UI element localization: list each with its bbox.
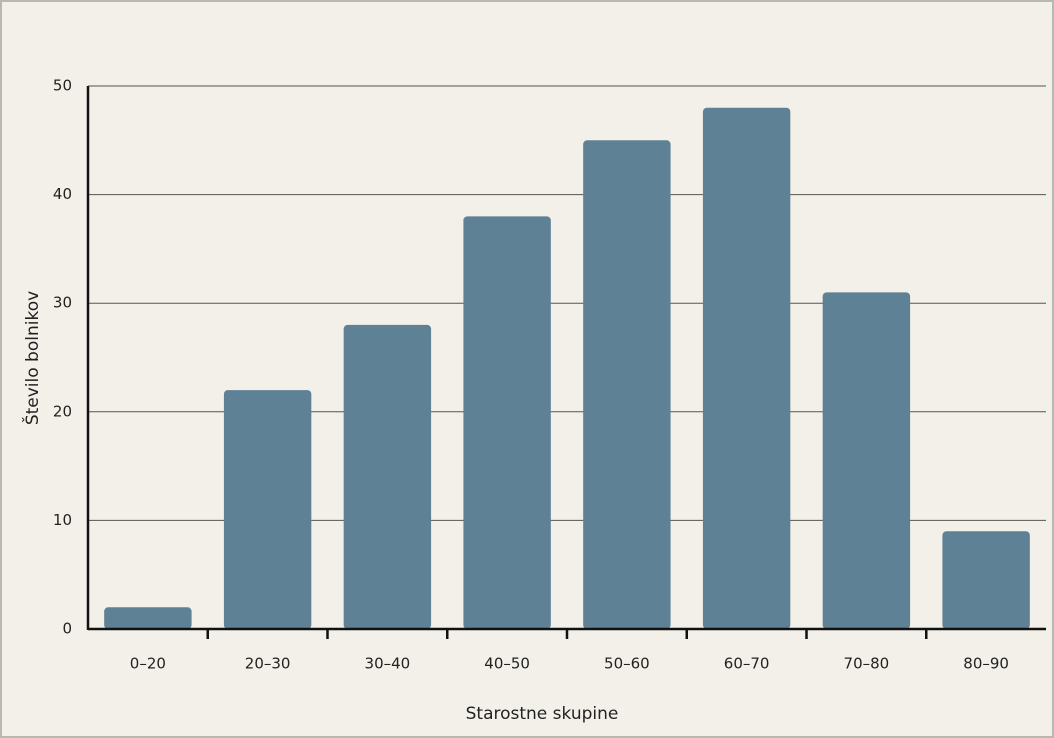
x-tick-label: 20–30 — [245, 655, 291, 673]
x-tick-label: 70–80 — [844, 655, 890, 673]
bar — [942, 531, 1030, 629]
bar — [583, 140, 671, 630]
y-tick-label: 30 — [53, 294, 72, 312]
x-axis-title: Starostne skupine — [466, 704, 619, 724]
x-tick-label: 60–70 — [724, 655, 770, 673]
x-tick-label: 40–50 — [484, 655, 530, 673]
x-tick-label: 50–60 — [604, 655, 650, 673]
y-axis-title: Število bolnikov — [21, 291, 43, 425]
x-tick-label: 0–20 — [130, 655, 166, 673]
bar — [702, 107, 791, 630]
bar — [343, 324, 432, 629]
bar — [463, 216, 551, 629]
bar — [104, 607, 192, 629]
y-tick-label: 40 — [53, 185, 72, 203]
y-tick-label: 0 — [62, 620, 72, 638]
y-tick-label: 50 — [53, 77, 72, 95]
x-tick-label: 80–90 — [963, 655, 1009, 673]
y-tick-label: 20 — [53, 402, 72, 420]
bar — [223, 390, 312, 629]
bar — [822, 292, 911, 629]
y-tick-label: 10 — [53, 511, 72, 529]
x-tick-label: 30–40 — [365, 655, 411, 673]
